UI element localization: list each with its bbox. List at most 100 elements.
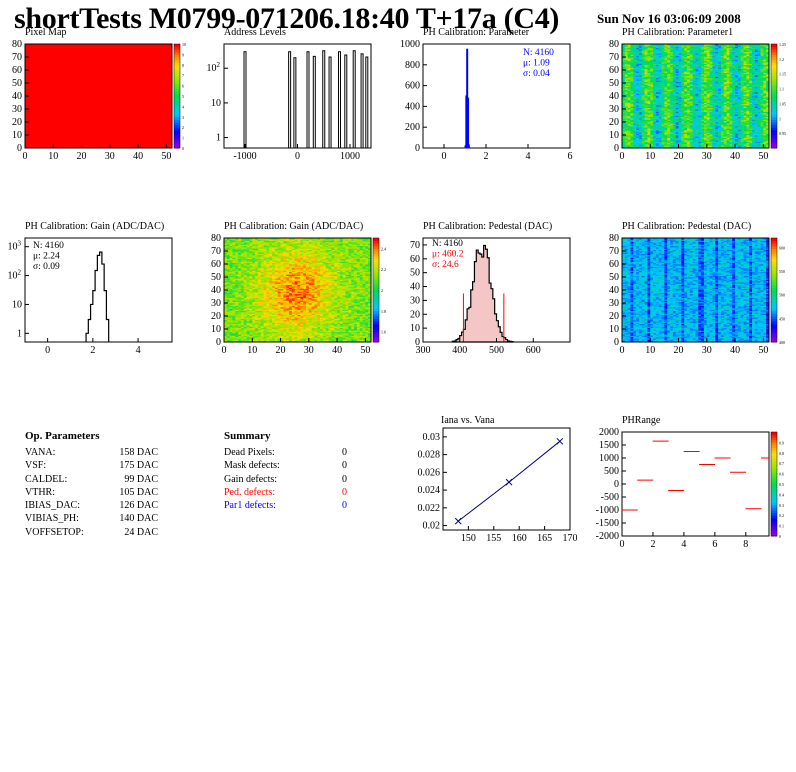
heatmap-cell xyxy=(678,92,682,94)
heatmap-cell xyxy=(729,47,733,50)
heatmap-cell xyxy=(726,71,730,73)
heatmap-cell xyxy=(630,75,634,77)
heatmap-cell xyxy=(678,122,682,124)
heatmap-cell xyxy=(720,94,725,97)
heatmap-cell xyxy=(638,62,643,64)
heatmap-cell xyxy=(737,112,742,115)
heatmap-cell xyxy=(760,146,764,149)
heatmap-cell xyxy=(678,116,682,119)
heatmap-cell xyxy=(766,94,770,97)
heatmap-cell xyxy=(224,247,228,249)
heatmap-cell xyxy=(238,296,242,299)
heatmap-cell xyxy=(689,51,693,54)
heatmap-cell xyxy=(670,98,674,101)
heatmap-cell xyxy=(633,137,637,140)
heatmap-cell xyxy=(723,83,727,85)
heatmap-cell xyxy=(760,135,764,137)
heatmap-cell xyxy=(698,97,702,99)
heatmap-cell xyxy=(692,101,696,103)
heatmap-cell xyxy=(655,142,660,145)
heatmap-cell xyxy=(754,60,758,63)
heatmap-cell xyxy=(698,63,702,66)
palette-cell xyxy=(174,49,180,53)
heatmap-cell xyxy=(726,132,730,134)
heatmap-cell xyxy=(624,80,628,82)
heatmap-cell xyxy=(720,120,725,123)
heatmap-cell xyxy=(670,103,674,106)
heatmap-cell xyxy=(627,51,631,54)
heatmap-cell xyxy=(749,118,753,120)
heatmap-cell xyxy=(754,70,758,72)
heatmap-cell xyxy=(718,62,722,64)
heatmap-cell xyxy=(752,72,756,75)
heatmap-cell xyxy=(647,109,651,111)
heatmap-cell xyxy=(689,109,693,111)
heatmap-cell xyxy=(726,84,730,86)
heatmap-cell xyxy=(701,131,705,133)
heatmap-cell xyxy=(726,60,730,63)
heatmap-cell xyxy=(709,132,713,134)
heatmap-cell xyxy=(675,145,679,147)
heatmap-cell xyxy=(633,73,637,76)
heatmap-cell xyxy=(712,49,716,51)
heatmap-cell xyxy=(763,97,767,99)
heatmap-cell xyxy=(664,72,668,75)
heatmap-cell xyxy=(664,60,668,63)
heatmap-cell xyxy=(240,319,245,322)
heatmap-cell xyxy=(718,86,722,89)
heatmap-cell xyxy=(636,45,640,47)
heatmap-cell xyxy=(226,248,230,250)
heatmap-cell xyxy=(644,64,648,67)
palette-cell xyxy=(771,62,777,66)
heatmap-cell xyxy=(658,75,662,77)
heatmap-cell xyxy=(672,80,677,82)
palette-cell xyxy=(174,83,180,87)
palette-tick-label: 3 xyxy=(182,115,184,120)
heatmap-cell xyxy=(658,83,662,85)
heatmap-cell xyxy=(749,140,753,142)
heatmap-cell xyxy=(757,62,761,64)
heatmap-cell xyxy=(681,141,685,144)
heatmap-cell xyxy=(232,335,236,338)
heatmap-cell xyxy=(633,84,637,86)
heatmap-cell xyxy=(692,137,696,140)
heatmap-cell xyxy=(675,47,679,50)
heatmap-cell xyxy=(695,122,699,124)
heatmap-cell xyxy=(644,59,648,62)
heatmap-cell xyxy=(229,330,233,332)
heatmap-cell xyxy=(658,60,662,63)
heatmap-cell xyxy=(737,109,742,111)
heatmap-cell xyxy=(224,317,228,319)
heatmap-cell xyxy=(687,46,691,49)
heatmap-cell xyxy=(229,319,233,322)
heatmap-cell xyxy=(681,131,685,133)
heatmap-cell xyxy=(740,138,744,141)
heatmap-cell xyxy=(224,277,228,279)
heatmap-cell xyxy=(766,75,770,77)
heatmap-cell xyxy=(630,97,634,99)
heatmap-cell xyxy=(715,111,719,114)
heatmap-cell xyxy=(678,89,682,92)
heatmap-cell xyxy=(622,92,626,94)
heatmap-cell xyxy=(630,124,634,127)
heatmap-cell xyxy=(749,111,753,114)
heatmap-cell xyxy=(712,57,716,59)
heatmap-cell xyxy=(226,316,230,318)
heatmap-cell xyxy=(633,51,637,54)
heatmap-cell xyxy=(737,131,742,133)
heatmap-cell xyxy=(658,88,662,90)
heatmap-cell xyxy=(720,92,725,94)
heatmap-cell xyxy=(737,86,742,89)
heatmap-cell xyxy=(681,81,685,84)
heatmap-cell xyxy=(232,321,236,323)
heatmap-cell xyxy=(667,70,671,72)
heatmap-cell xyxy=(630,44,634,46)
heatmap-cell xyxy=(732,114,736,116)
heatmap-cell xyxy=(627,115,631,118)
heatmap-cell xyxy=(235,260,239,262)
heatmap-cell xyxy=(240,313,245,315)
heatmap-cell xyxy=(718,129,722,132)
heatmap-cell xyxy=(735,140,739,142)
heatmap-cell xyxy=(746,131,750,133)
heatmap-cell xyxy=(670,59,674,62)
